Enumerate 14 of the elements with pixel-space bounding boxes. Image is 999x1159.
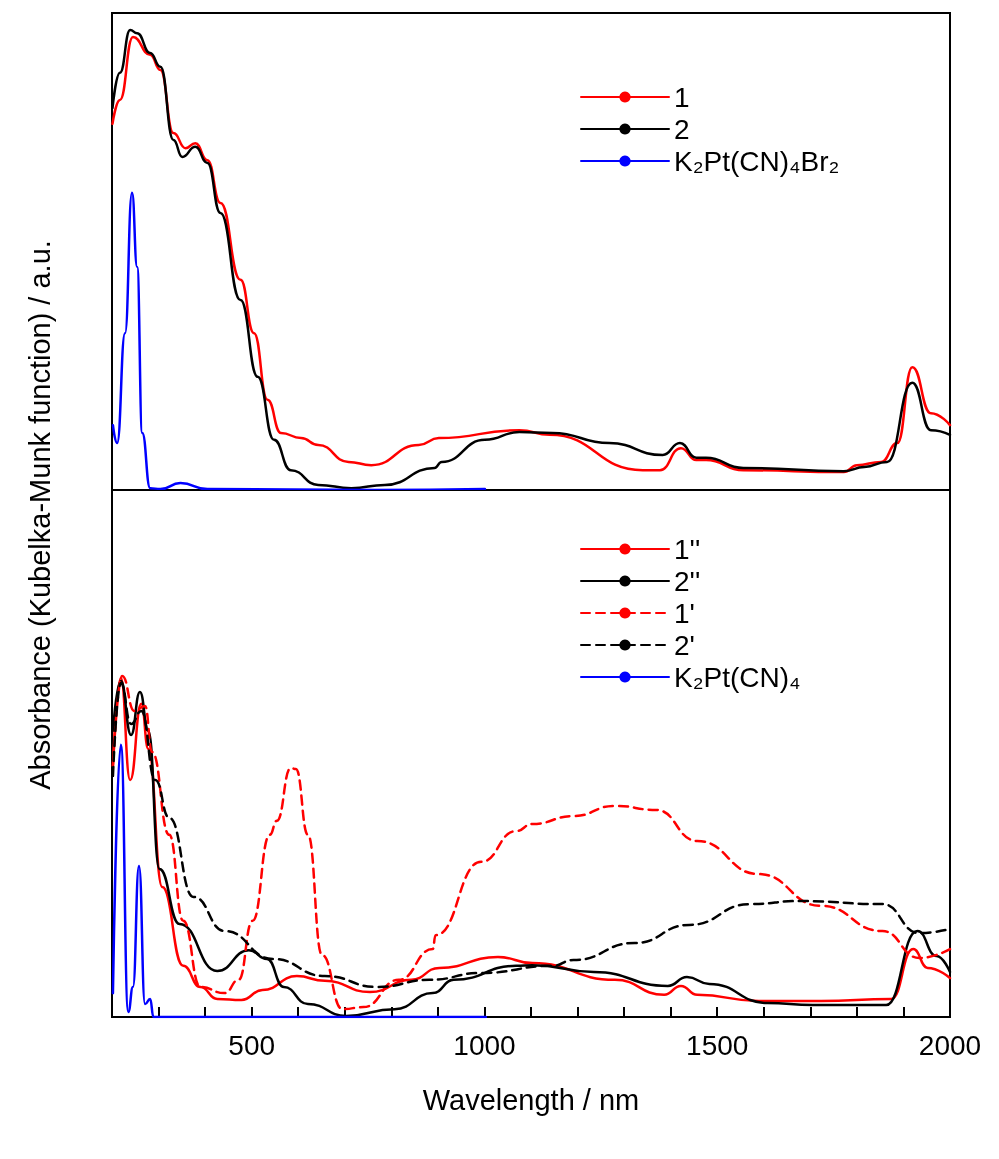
x-tick-label: 500 [228,1029,276,1061]
legend-label: 1 [674,81,690,113]
x-tick-label: 1000 [453,1029,516,1061]
legend-label: K₂Pt(CN)₄ [674,661,801,693]
legend-label: 1' [674,597,695,629]
x-tick-label: 1500 [686,1029,749,1061]
legend-label: 2'' [674,565,701,597]
legend-label: 1'' [674,533,701,565]
x-tick-label: 2000 [918,1029,982,1061]
y-axis-title: Absorbance (Kubelka-Munk function) / a.u. [23,240,57,790]
legend-label: 2 [674,113,690,145]
x-axis-title: Wavelength / nm [422,1083,640,1116]
legend-label: 2' [674,629,695,661]
legend-label: K₂Pt(CN)₄Br₂ [674,145,840,177]
